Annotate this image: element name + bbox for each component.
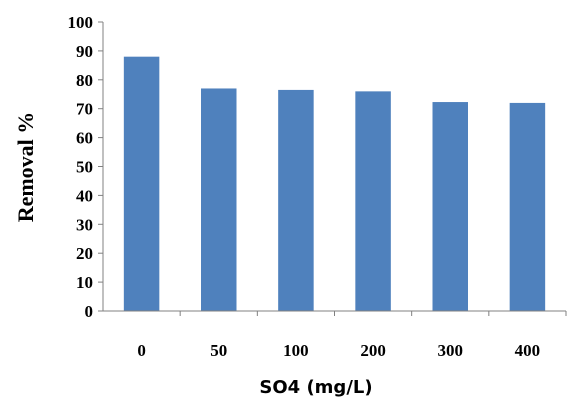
y-tick-label: 0 bbox=[85, 302, 94, 321]
y-tick-label: 70 bbox=[76, 100, 93, 119]
x-tick-label: 50 bbox=[210, 341, 227, 360]
bar-50 bbox=[201, 88, 237, 311]
y-tick-label: 20 bbox=[76, 244, 93, 263]
bar-300 bbox=[432, 102, 468, 311]
y-tick-label: 100 bbox=[68, 13, 94, 32]
bar-100 bbox=[278, 89, 314, 311]
x-axis-tick-labels: 0 50 100 200 300 400 bbox=[137, 311, 567, 360]
bars-group bbox=[123, 56, 546, 312]
y-tick-label: 60 bbox=[76, 129, 93, 148]
x-tick-label: 100 bbox=[283, 341, 309, 360]
y-tick-label: 90 bbox=[76, 42, 93, 61]
x-tick-label: 400 bbox=[515, 341, 541, 360]
x-tick-label: 0 bbox=[137, 341, 146, 360]
x-axis-title: SO4 (mg/L) bbox=[259, 377, 372, 398]
bar-200 bbox=[355, 91, 391, 311]
y-tick-label: 30 bbox=[76, 215, 93, 234]
x-tick-label: 300 bbox=[438, 341, 464, 360]
y-tick-label: 10 bbox=[76, 273, 93, 292]
y-axis-title: Removal % bbox=[13, 112, 38, 223]
bar-0 bbox=[123, 56, 160, 312]
y-tick-label: 40 bbox=[76, 186, 93, 205]
y-tick-label: 80 bbox=[76, 71, 93, 90]
y-axis-ticks: 0 10 20 30 40 50 60 70 80 90 100 bbox=[68, 13, 103, 321]
bar-400 bbox=[509, 102, 546, 311]
x-tick-label: 200 bbox=[360, 341, 386, 360]
y-tick-label: 50 bbox=[76, 158, 93, 177]
